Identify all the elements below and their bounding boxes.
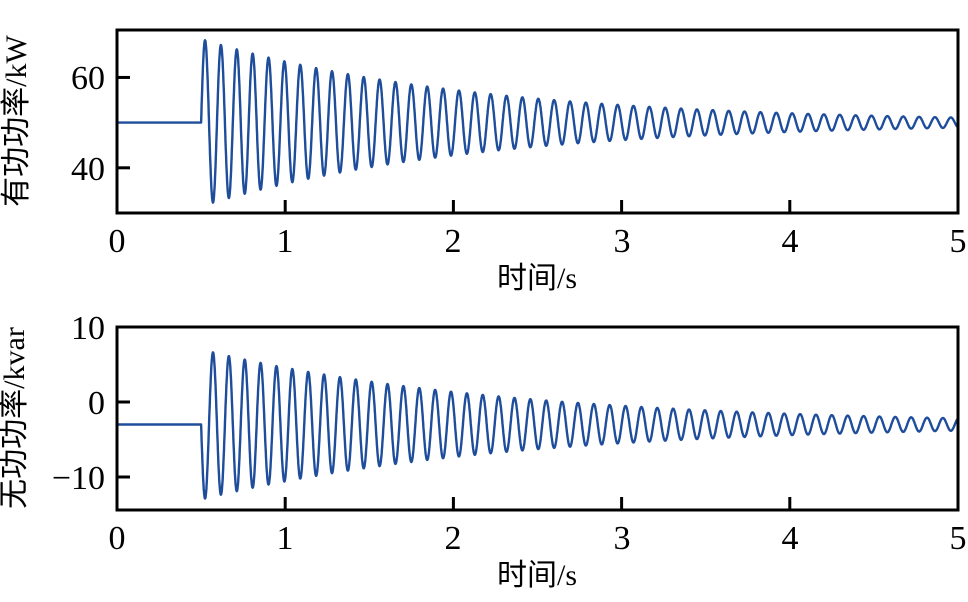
reactive-power-plot: 10 0 −10 0 1 2 3 4 5 时间/s 无功功率/kvar [0,310,967,592]
x-tick-label: 2 [445,223,462,260]
y-axis-title: 有功功率/kW [0,34,33,206]
x-tick-label: 4 [782,520,799,557]
x-tick-label: 1 [277,223,294,260]
x-tick-label: 0 [109,223,126,260]
x-tick-label: 0 [109,520,126,557]
x-tick-label: 3 [614,223,631,260]
x-tick-label: 5 [950,520,967,557]
reactive-power-curve [117,351,958,500]
y-tick-label: 60 [71,60,105,97]
y-tick-label: 10 [71,310,105,347]
y-tick-label: −10 [52,460,105,497]
active-power-plot: 60 40 0 1 2 3 4 5 时间/s 有功功率/kW [0,28,967,295]
x-tick-label: 3 [614,520,631,557]
active-power-plot-border [115,28,960,215]
x-tick-label: 2 [445,520,462,557]
y-axis-title: 无功功率/kvar [0,327,31,509]
x-axis-title: 时间/s [497,262,577,295]
y-tick-label: 0 [88,385,105,422]
x-tick-label: 4 [782,223,799,260]
x-tick-label: 5 [950,223,967,260]
x-axis-title: 时间/s [497,559,577,592]
reactive-power-ticks [115,325,960,510]
active-power-curve [117,39,958,204]
y-tick-label: 40 [71,151,105,188]
reactive-power-plot-border [115,325,960,512]
x-tick-label: 1 [277,520,294,557]
